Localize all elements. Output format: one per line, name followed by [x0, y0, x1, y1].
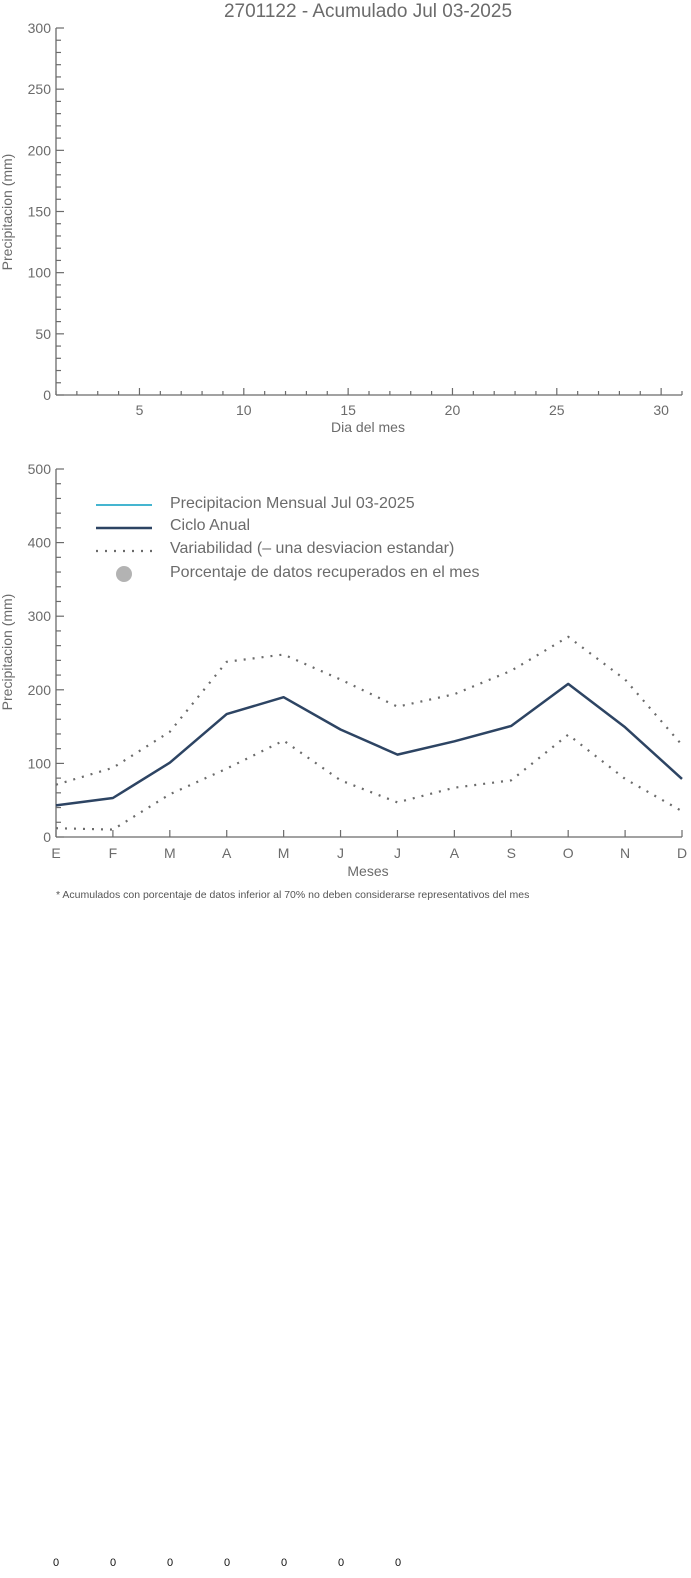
x-tick-label: E [51, 845, 60, 861]
legend: Precipitacion Mensual Jul 03-2025 Ciclo … [96, 495, 480, 582]
bottom-chart-series [55, 635, 683, 831]
x-tick-label: 20 [445, 402, 461, 418]
bottom-chart-y-ticks: 0 100 200 300 400 500 [28, 461, 64, 845]
x-tick-label: A [222, 845, 232, 861]
y-tick-label: 200 [28, 142, 52, 158]
y-tick-label: 300 [28, 608, 52, 624]
y-tick-label: 100 [28, 265, 52, 281]
legend-annual-label: Ciclo Anual [170, 517, 250, 534]
x-tick-label: 5 [136, 402, 144, 418]
x-tick-label: O [563, 845, 574, 861]
bottom-value: 0 [395, 1557, 401, 1569]
x-tick-label: 25 [549, 402, 565, 418]
series-line-upper [55, 635, 683, 786]
x-tick-label: A [450, 845, 460, 861]
bottom-value: 0 [338, 1557, 344, 1569]
bottom-chart-axes [55, 469, 682, 838]
y-tick-label: 250 [28, 81, 52, 97]
x-tick-label: D [677, 845, 687, 861]
x-tick-label: S [507, 845, 516, 861]
y-tick-label: 150 [28, 204, 52, 220]
top-chart-title: 2701122 - Acumulado Jul 03-2025 [224, 1, 512, 22]
x-tick-label: J [394, 845, 401, 861]
legend-monthly-label: Precipitacion Mensual Jul 03-2025 [170, 495, 415, 512]
bottom-chart-y-axis-label: Precipitacion (mm) [0, 594, 15, 711]
legend-variability-label: Variabilidad (– una desviacion estandar) [170, 540, 454, 557]
bottom-value: 0 [281, 1557, 287, 1569]
bottom-value: 0 [110, 1557, 116, 1569]
top-chart-y-axis-label: Precipitacion (mm) [0, 154, 15, 271]
top-chart-x-axis-label: Dia del mes [331, 419, 405, 435]
series-line-annual [55, 682, 683, 807]
legend-percentage-marker [116, 566, 132, 582]
legend-percentage-label: Porcentaje de datos recuperados en el me… [170, 564, 480, 581]
bottom-values-row: 0 0 0 0 0 0 0 [53, 1557, 401, 1569]
x-tick-label: 10 [236, 402, 252, 418]
x-tick-label: 15 [340, 402, 356, 418]
x-tick-label: M [164, 845, 176, 861]
series-line-lower [55, 733, 683, 831]
top-chart-axes [55, 28, 682, 396]
y-tick-label: 200 [28, 682, 52, 698]
x-tick-label: M [278, 845, 290, 861]
top-chart-x-ticks: 5 10 15 20 25 30 [55, 388, 683, 418]
x-tick-label: F [109, 845, 118, 861]
y-tick-label: 400 [28, 535, 52, 551]
y-tick-label: 50 [35, 326, 51, 342]
bottom-value: 0 [53, 1557, 59, 1569]
daily-chart: 2701122 - Acumulado Jul 03-2025 0 50 100 15… [0, 1, 683, 435]
monthly-chart: 0 100 200 300 400 500 E F M A M J J A S O N D Meses Prec… [0, 461, 687, 901]
y-tick-label: 500 [28, 461, 52, 477]
bottom-value: 0 [224, 1557, 230, 1569]
y-tick-label: 0 [43, 387, 51, 403]
y-tick-label: 100 [28, 755, 52, 771]
y-tick-label: 0 [43, 829, 51, 845]
footnote: * Acumulados con porcentaje de datos inf… [56, 889, 529, 901]
x-tick-label: J [337, 845, 344, 861]
x-tick-label: N [620, 845, 630, 861]
x-tick-label: 30 [653, 402, 669, 418]
y-tick-label: 300 [28, 20, 52, 36]
bottom-chart-x-axis-label: Meses [347, 863, 388, 879]
top-chart-y-ticks: 0 50 100 150 200 250 300 [28, 20, 64, 403]
bottom-value: 0 [167, 1557, 173, 1569]
